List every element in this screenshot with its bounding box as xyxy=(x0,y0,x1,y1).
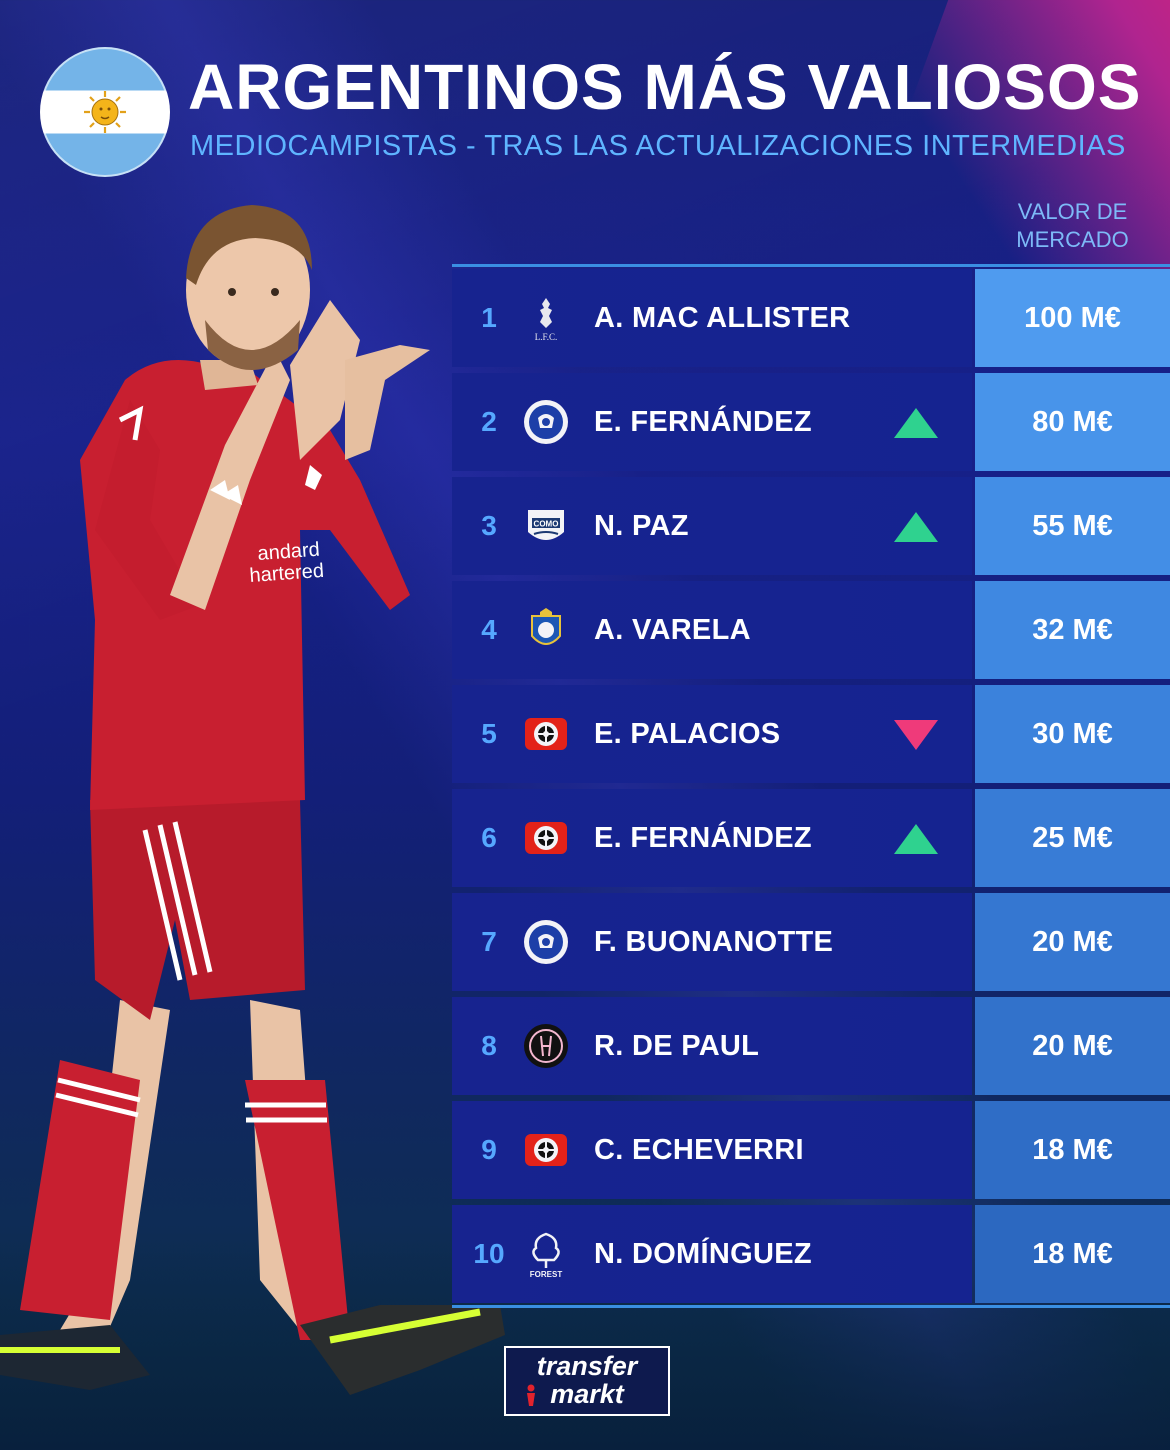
rank-number: 7 xyxy=(481,926,497,957)
chelsea-crest-icon xyxy=(522,398,570,446)
player-cell: 5 E. PALACIOS xyxy=(452,685,972,783)
leverkusen-crest-icon xyxy=(522,710,570,758)
leverkusen-crest-icon xyxy=(522,814,570,862)
player-name: N. PAZ xyxy=(594,510,689,542)
rank-number: 5 xyxy=(481,718,497,749)
nottingham-forest-crest-icon: FOREST xyxy=(522,1230,570,1279)
table-row: 4 A. VARELA 32 M€ xyxy=(452,581,1170,679)
table-row: 9 C. ECHEVERRI 18 M€ xyxy=(452,1101,1170,1199)
market-value: 100 M€ xyxy=(975,269,1170,367)
rank-number: 2 xyxy=(481,406,497,437)
rank-number: 9 xyxy=(481,1134,497,1165)
liverpool-crest-icon: L.F.C. xyxy=(522,294,570,342)
table-row: 7 F. BUONANOTTE 20 M€ xyxy=(452,893,1170,991)
trend-up-icon xyxy=(894,408,938,438)
ranking-table: 1 L.F.C. A. MAC ALLISTER 100 M€ 2 E. FERNÁNDE… xyxy=(452,264,1170,1308)
player-name: A. MAC ALLISTER xyxy=(594,302,851,334)
porto-crest-icon xyxy=(522,606,570,654)
player-name: C. ECHEVERRI xyxy=(594,1134,804,1166)
player-name: E. FERNÁNDEZ xyxy=(594,822,812,854)
rank-number: 10 xyxy=(473,1238,505,1269)
svg-text:FOREST: FOREST xyxy=(530,1270,563,1278)
player-name: F. BUONANOTTE xyxy=(594,926,834,958)
column-header-line1: VALOR DE xyxy=(1017,199,1128,224)
transfermarkt-logo: transfer markt xyxy=(504,1346,670,1416)
player-cell: 8 R. DE PAUL xyxy=(452,997,972,1095)
trend-up-icon xyxy=(894,512,938,542)
rank-number: 6 xyxy=(481,822,497,853)
market-value: 20 M€ xyxy=(975,997,1170,1095)
table-row: 2 E. FERNÁNDEZ 80 M€ xyxy=(452,373,1170,471)
logo-figure-icon xyxy=(527,1384,535,1406)
player-cell: 10 FOREST N. DOMÍNGUEZ xyxy=(452,1205,972,1303)
svg-text:L.F.C.: L.F.C. xyxy=(535,332,558,342)
logo-line1: transfer xyxy=(536,1351,638,1381)
rank-number: 3 xyxy=(481,510,497,541)
page-title: ARGENTINOS MÁS VALIOSOS xyxy=(188,51,1142,123)
player-cell: 1 L.F.C. A. MAC ALLISTER xyxy=(452,269,972,367)
rank-number: 8 xyxy=(481,1030,497,1061)
market-value: 55 M€ xyxy=(975,477,1170,575)
player-cell: 3 COMO N. PAZ xyxy=(452,477,972,575)
inter-miami-crest-icon xyxy=(522,1022,570,1070)
market-value: 32 M€ xyxy=(975,581,1170,679)
page-subtitle: MEDIOCAMPISTAS - TRAS LAS ACTUALIZACIONE… xyxy=(190,130,1126,162)
player-name: R. DE PAUL xyxy=(594,1030,760,1062)
player-cell: 2 E. FERNÁNDEZ xyxy=(452,373,972,471)
table-row: 5 E. PALACIOS 30 M€ xyxy=(452,685,1170,783)
market-value: 80 M€ xyxy=(975,373,1170,471)
svg-text:andard: andard xyxy=(257,539,321,565)
market-value: 18 M€ xyxy=(975,1205,1170,1303)
column-header-line2: MERCADO xyxy=(1016,227,1129,252)
svg-text:hartered: hartered xyxy=(249,560,325,587)
trend-down-icon xyxy=(894,720,938,750)
player-cell: 9 C. ECHEVERRI xyxy=(452,1101,972,1199)
market-value-column-header: VALOR DE MERCADO xyxy=(975,198,1170,254)
player-name: E. FERNÁNDEZ xyxy=(594,406,812,438)
market-value: 18 M€ xyxy=(975,1101,1170,1199)
argentina-flag-icon xyxy=(40,47,170,177)
table-row: 3 COMO N. PAZ 55 M€ xyxy=(452,477,1170,575)
table-row: 8 R. DE PAUL 20 M€ xyxy=(452,997,1170,1095)
market-value: 30 M€ xyxy=(975,685,1170,783)
player-photo: andard hartered xyxy=(0,205,505,1395)
trend-up-icon xyxy=(894,824,938,854)
table-row: 6 E. FERNÁNDEZ 25 M€ xyxy=(452,789,1170,887)
player-name: N. DOMÍNGUEZ xyxy=(594,1238,812,1270)
table-row: 1 L.F.C. A. MAC ALLISTER 100 M€ xyxy=(452,269,1170,367)
player-cell: 7 F. BUONANOTTE xyxy=(452,893,972,991)
table-row: 10 FOREST N. DOMÍNGUEZ 18 M€ xyxy=(452,1205,1170,1303)
sun-of-may-icon xyxy=(84,91,126,133)
player-name: A. VARELA xyxy=(594,614,751,646)
leverkusen-crest-icon xyxy=(522,1126,570,1174)
rank-number: 4 xyxy=(481,614,497,645)
svg-text:COMO: COMO xyxy=(534,520,559,529)
chelsea-crest-icon xyxy=(522,918,570,966)
player-cell: 6 E. FERNÁNDEZ xyxy=(452,789,972,887)
market-value: 25 M€ xyxy=(975,789,1170,887)
rank-number: 1 xyxy=(481,302,497,333)
player-name: E. PALACIOS xyxy=(594,718,781,750)
como-crest-icon: COMO xyxy=(522,502,570,550)
logo-line2: markt xyxy=(550,1379,624,1409)
player-cell: 4 A. VARELA xyxy=(452,581,972,679)
market-value: 20 M€ xyxy=(975,893,1170,991)
